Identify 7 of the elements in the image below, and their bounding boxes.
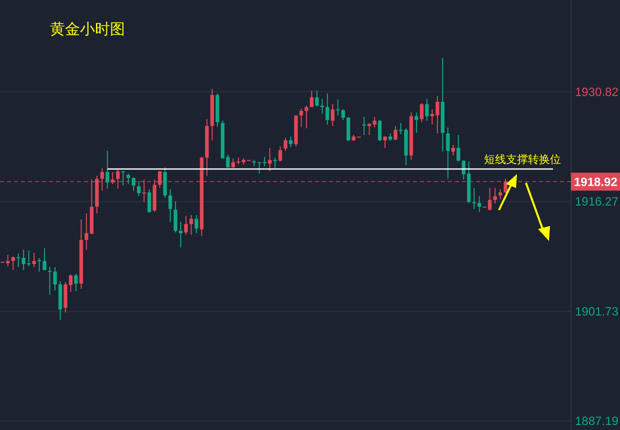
ref-line-label: 短线支撑转换位	[484, 152, 561, 166]
y-tick-label: 1916.27	[575, 194, 619, 209]
ref-line-label: 1918.92	[574, 175, 618, 190]
y-tick-label: 1887.19	[575, 414, 619, 428]
y-tick-label: 1930.82	[575, 84, 619, 99]
text: 黄金小时图	[50, 20, 125, 38]
y-tick-label: 1901.73	[575, 304, 619, 318]
